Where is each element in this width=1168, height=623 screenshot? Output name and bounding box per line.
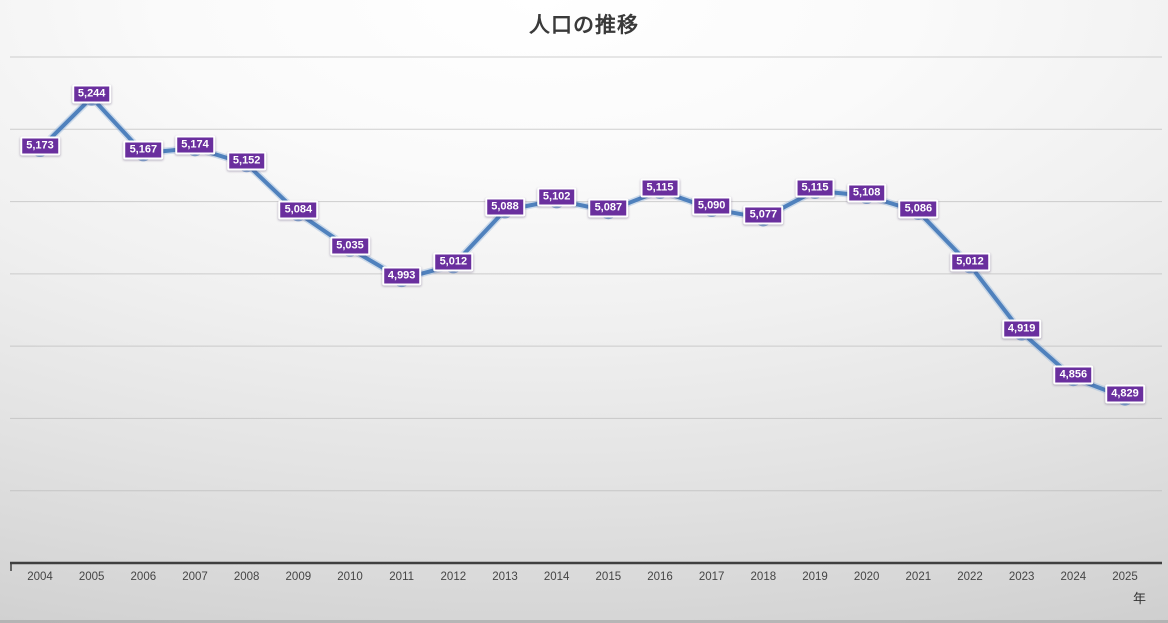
x-tick-label: 2012 xyxy=(440,571,467,583)
series-line xyxy=(38,95,1127,400)
data-label: 5,090 xyxy=(691,196,732,216)
data-label: 5,088 xyxy=(485,197,525,217)
data-label: 5,102 xyxy=(536,187,577,207)
x-tick-label: 2010 xyxy=(337,571,363,583)
data-label: 4,829 xyxy=(1105,384,1145,404)
x-tick-label: 2013 xyxy=(492,571,518,583)
x-tick-label: 2011 xyxy=(389,571,415,583)
x-tick-label: 2020 xyxy=(853,571,880,583)
data-label: 5,012 xyxy=(433,252,474,272)
x-tick-label: 2021 xyxy=(905,571,932,583)
x-tick-label: 2008 xyxy=(233,571,260,583)
data-label: 4,993 xyxy=(381,266,422,286)
x-tick-label: 2022 xyxy=(957,571,983,583)
data-label: 4,919 xyxy=(1001,319,1042,339)
x-tick-label: 2014 xyxy=(543,571,570,583)
x-tick-label: 2025 xyxy=(1112,571,1138,583)
data-label: 4,856 xyxy=(1053,365,1094,385)
data-label: 5,244 xyxy=(71,84,112,104)
data-label: 5,173 xyxy=(20,136,60,156)
x-tick-label: 2005 xyxy=(78,571,105,583)
x-tick-label: 2023 xyxy=(1008,571,1035,583)
data-label: 5,086 xyxy=(898,199,939,219)
x-axis-unit-label: 年 xyxy=(1132,591,1146,606)
data-label: 5,108 xyxy=(846,183,887,203)
data-label: 5,174 xyxy=(175,135,215,155)
x-tick-label: 2006 xyxy=(130,571,157,583)
data-label: 5,167 xyxy=(123,140,164,160)
data-label: 5,035 xyxy=(330,236,370,256)
x-tick-label: 2017 xyxy=(698,571,725,583)
data-label: 5,115 xyxy=(795,178,835,198)
data-label: 5,087 xyxy=(588,198,629,218)
data-label: 5,012 xyxy=(950,252,990,272)
data-label: 5,152 xyxy=(226,151,267,171)
x-tick-label: 2015 xyxy=(595,571,622,583)
x-tick-label: 2018 xyxy=(750,571,777,583)
data-label: 5,115 xyxy=(640,178,680,198)
x-tick-label: 2007 xyxy=(182,571,208,583)
x-tick-label: 2024 xyxy=(1060,571,1087,583)
x-tick-label: 2019 xyxy=(802,571,828,583)
data-label: 5,084 xyxy=(278,200,319,220)
chart-title: 人口の推移 xyxy=(529,14,639,37)
data-label: 5,077 xyxy=(743,205,784,225)
x-tick-label: 2016 xyxy=(647,571,673,583)
x-tick-label: 2009 xyxy=(285,571,312,583)
x-tick-label: 2004 xyxy=(27,571,53,583)
